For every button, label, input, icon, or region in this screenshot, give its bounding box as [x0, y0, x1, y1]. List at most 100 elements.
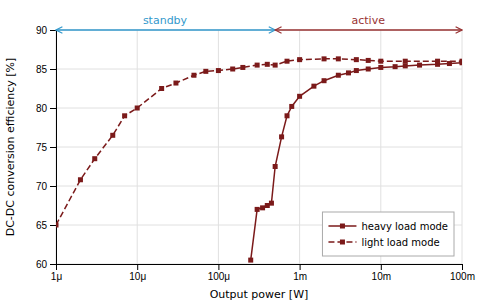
x-tick-label: 10m [372, 271, 391, 282]
point [378, 59, 383, 64]
point [285, 113, 290, 118]
x-tick: 100μ [208, 264, 231, 282]
point [366, 58, 371, 63]
point [230, 67, 235, 72]
point [240, 65, 245, 70]
y-grid-line [56, 30, 462, 31]
point [269, 201, 274, 206]
legend-item: light load mode [328, 237, 439, 248]
y-tick-label: 75 [36, 142, 48, 153]
y-tick: 80 [36, 103, 56, 114]
point [346, 70, 351, 75]
point [322, 56, 327, 61]
point [366, 67, 371, 72]
annotation-arrow [56, 29, 275, 31]
x-tick-label: 10μ [129, 271, 146, 282]
x-tick: 100m [450, 264, 475, 282]
point [279, 134, 284, 139]
annotation-text: standby [143, 14, 188, 27]
y-axis: 60657075808590 [36, 25, 57, 270]
x-tick-mark [300, 264, 301, 270]
point [297, 94, 302, 99]
point [135, 106, 140, 111]
point [336, 56, 341, 61]
x-tick-label: 1m [293, 271, 307, 282]
x-axis-line [57, 265, 463, 271]
x-tick-mark [137, 264, 138, 270]
y-tick: 90 [36, 25, 56, 36]
x-tick-mark [381, 264, 382, 270]
point [393, 64, 398, 69]
grid [56, 30, 462, 264]
point [285, 59, 290, 64]
y-tick: 75 [36, 142, 56, 153]
x-tick: 10m [372, 264, 391, 282]
point [110, 133, 115, 138]
x-axis: 1μ 10μ 100μ 1m 10m 100m [51, 264, 475, 282]
series-line [56, 59, 462, 225]
y-tick: 60 [36, 259, 56, 270]
x-tick-mark [218, 264, 219, 270]
y-tick-mark [50, 108, 56, 109]
point [122, 113, 127, 118]
point [92, 156, 97, 161]
legend: heavy load mode light load mode [322, 212, 454, 256]
point [56, 223, 59, 228]
point [289, 104, 294, 109]
y-tick-label: 80 [36, 103, 48, 114]
y-tick-label: 85 [36, 64, 48, 75]
x-tick-label: 100m [450, 271, 475, 282]
point [322, 78, 327, 83]
series-group [56, 56, 462, 262]
point [403, 59, 408, 64]
point [159, 86, 164, 91]
y-tick-label: 90 [36, 25, 48, 36]
y-axis-title: DC-DC conversion efficiency [%] [4, 58, 17, 237]
y-grid-line [56, 186, 462, 187]
point [336, 73, 341, 78]
x-tick: 10μ [129, 264, 146, 282]
y-tick-mark [50, 30, 56, 31]
series-line [251, 63, 462, 260]
point [417, 63, 422, 68]
x-axis-title: Output power [W] [210, 288, 309, 301]
x-tick: 1m [293, 264, 307, 282]
y-tick-mark [50, 147, 56, 148]
y-tick-label: 60 [36, 259, 48, 270]
x-tick-mark [462, 264, 463, 270]
point [311, 84, 316, 89]
annotation-arrow [275, 29, 462, 31]
legend-marker [340, 224, 345, 229]
legend-label: heavy load mode [361, 221, 448, 232]
y-tick: 85 [36, 64, 56, 75]
point [273, 164, 278, 169]
legend-marker [340, 240, 345, 245]
x-tick-label: 100μ [208, 271, 231, 282]
legend-label: light load mode [361, 237, 439, 248]
legend-box [322, 212, 454, 256]
legend-item: heavy load mode [328, 221, 448, 232]
annotation-text: active [352, 14, 386, 27]
point [265, 62, 270, 67]
point [255, 63, 260, 68]
chart-svg: 1μ10μ100μ1m10m100m60657075808590standbya… [0, 0, 480, 304]
y-grid-line [56, 108, 462, 109]
point [354, 68, 359, 73]
point [191, 73, 196, 78]
annotations: standby active [56, 14, 462, 30]
y-tick-mark [50, 186, 56, 187]
point [403, 63, 408, 68]
point [78, 177, 83, 182]
y-tick-mark [50, 264, 56, 265]
point [354, 57, 359, 62]
x-tick-label: 1μ [51, 271, 63, 282]
point [435, 59, 440, 64]
point [255, 207, 260, 212]
y-axis-line [50, 31, 57, 265]
y-grid-line [56, 69, 462, 70]
y-tick-mark [50, 225, 56, 226]
point [460, 59, 463, 64]
y-tick: 65 [36, 220, 56, 231]
plot-area: 1μ10μ100μ1m10m100m60657075808590standbya… [36, 14, 475, 282]
point [216, 68, 221, 73]
